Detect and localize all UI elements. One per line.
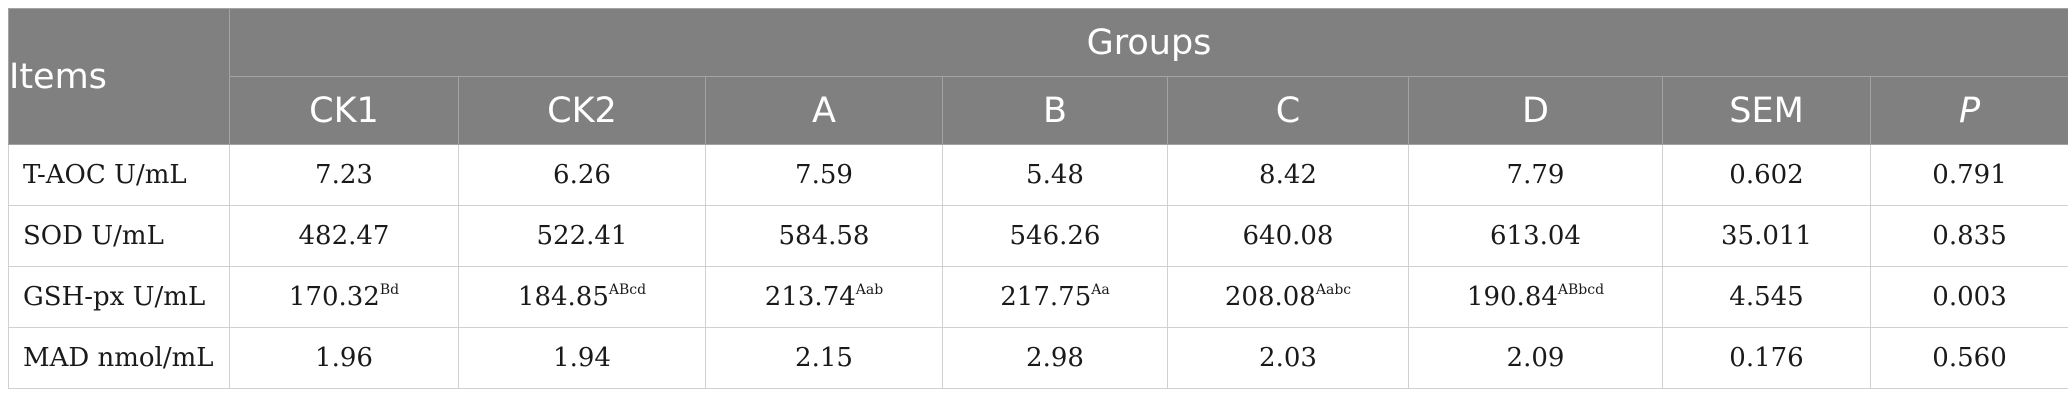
cell-ck2: 184.85ABcd xyxy=(458,266,706,328)
cell-sem: 0.176 xyxy=(1662,327,1871,389)
column-header-a: A xyxy=(705,76,943,145)
cell-value: 2.09 xyxy=(1506,343,1565,373)
significance-letters: Aab xyxy=(855,282,884,298)
cell-ck1: 7.23 xyxy=(229,144,459,206)
cell-d: 2.09 xyxy=(1408,327,1663,389)
significance-letters: Bd xyxy=(379,282,400,298)
cell-value: 184.85 xyxy=(517,282,609,312)
cell-d: 7.79 xyxy=(1408,144,1663,206)
column-header-ck1: CK1 xyxy=(229,76,459,145)
cell-value: 2.98 xyxy=(1026,343,1084,373)
p-value-label: P xyxy=(1958,90,1981,131)
header-row-groups: Items Groups xyxy=(8,8,2068,145)
row-label: MAD nmol/mL xyxy=(8,327,230,389)
cell-value: 0.602 xyxy=(1729,160,1804,190)
significance-letters: ABbcd xyxy=(1557,282,1605,298)
cell-value: 7.23 xyxy=(315,160,373,190)
cell-value: 1.94 xyxy=(553,343,611,373)
cell-p: 0.791 xyxy=(1869,144,2068,206)
cell-sem: 35.011 xyxy=(1662,205,1871,267)
cell-value: 170.32 xyxy=(288,282,380,312)
cell-value: 522.41 xyxy=(536,221,628,251)
significance-letters: Aa xyxy=(1091,282,1110,298)
column-header-c: C xyxy=(1167,76,1409,145)
cell-value: 8.42 xyxy=(1259,160,1317,190)
table-row: MAD nmol/mL 1.96 1.94 2.15 2.98 2.03 2.09 0.176… xyxy=(8,327,2068,389)
cell-d: 613.04 xyxy=(1408,205,1663,267)
cell-b: 5.48 xyxy=(942,144,1168,206)
cell-p: 0.560 xyxy=(1869,327,2068,389)
column-header-b: B xyxy=(942,76,1168,145)
cell-p: 0.835 xyxy=(1869,205,2068,267)
cell-sem: 0.602 xyxy=(1662,144,1871,206)
cell-value: 0.176 xyxy=(1729,343,1804,373)
cell-b: 546.26 xyxy=(942,205,1168,267)
cell-a: 2.15 xyxy=(705,327,943,389)
cell-c: 640.08 xyxy=(1167,205,1409,267)
cell-sem: 4.545 xyxy=(1662,266,1871,328)
cell-ck2: 6.26 xyxy=(458,144,706,206)
cell-a: 213.74Aab xyxy=(705,266,943,328)
cell-value: 613.04 xyxy=(1490,221,1581,251)
column-header-d: D xyxy=(1408,76,1663,145)
cell-ck1: 1.96 xyxy=(229,327,459,389)
cell-value: 217.75 xyxy=(1000,282,1092,312)
cell-c: 8.42 xyxy=(1167,144,1409,206)
cell-value: 584.58 xyxy=(778,221,870,251)
significance-letters: Aabc xyxy=(1315,282,1352,298)
cell-value: 2.03 xyxy=(1259,343,1317,373)
cell-ck1: 482.47 xyxy=(229,205,459,267)
cell-c: 208.08Aabc xyxy=(1167,266,1409,328)
row-label: T-AOC U/mL xyxy=(8,144,230,206)
table-body: T-AOC U/mL 7.23 6.26 7.59 5.48 8.42 7.79 0.602 0… xyxy=(8,144,2068,389)
cell-value: 208.08 xyxy=(1224,282,1316,312)
cell-value: 6.26 xyxy=(553,160,611,190)
significance-letters: ABcd xyxy=(608,282,647,298)
items-header: Items xyxy=(8,8,230,145)
row-label: GSH-px U/mL xyxy=(8,266,230,328)
header-row-columns: CK1 CK2 A B C D SEM P xyxy=(9,76,2068,145)
column-header-sem: SEM xyxy=(1662,76,1871,145)
cell-value: 2.15 xyxy=(795,343,853,373)
cell-ck2: 522.41 xyxy=(458,205,706,267)
table-row: GSH-px U/mL 170.32Bd 184.85ABcd 213.74Aab 21… xyxy=(8,266,2068,328)
cell-value: 5.48 xyxy=(1026,160,1084,190)
table-row: SOD U/mL 482.47 522.41 584.58 546.26 640.08 61… xyxy=(8,205,2068,267)
row-label: SOD U/mL xyxy=(8,205,230,267)
cell-p: 0.003 xyxy=(1869,266,2068,328)
cell-value: 7.59 xyxy=(795,160,853,190)
cell-c: 2.03 xyxy=(1167,327,1409,389)
cell-ck1: 170.32Bd xyxy=(229,266,459,328)
cell-ck2: 1.94 xyxy=(458,327,706,389)
table-row: T-AOC U/mL 7.23 6.26 7.59 5.48 8.42 7.79 0.602 0… xyxy=(8,144,2068,206)
data-table: Items Groups CK1 CK2 A B C D SEM P T-AOC… xyxy=(8,8,2068,389)
cell-value: 7.79 xyxy=(1506,160,1565,190)
cell-a: 7.59 xyxy=(705,144,943,206)
column-header-p: P xyxy=(1869,76,2068,145)
table-container: Items Groups CK1 CK2 A B C D SEM P T-AOC… xyxy=(8,8,2068,389)
cell-b: 2.98 xyxy=(942,327,1168,389)
column-header-ck2: CK2 xyxy=(458,76,706,145)
cell-value: 1.96 xyxy=(315,343,373,373)
cell-d: 190.84ABbcd xyxy=(1408,266,1663,328)
cell-value: 190.84 xyxy=(1466,282,1558,312)
cell-value: 35.011 xyxy=(1721,221,1812,251)
cell-value: 213.74 xyxy=(764,282,856,312)
cell-value: 4.545 xyxy=(1729,282,1804,312)
cell-value: 0.003 xyxy=(1932,282,2007,312)
cell-b: 217.75Aa xyxy=(942,266,1168,328)
groups-header: Groups xyxy=(228,8,2068,77)
cell-value: 0.791 xyxy=(1932,160,2007,190)
cell-value: 0.560 xyxy=(1932,343,2007,373)
cell-value: 640.08 xyxy=(1242,221,1334,251)
cell-value: 0.835 xyxy=(1932,221,2007,251)
cell-value: 546.26 xyxy=(1009,221,1101,251)
cell-a: 584.58 xyxy=(705,205,943,267)
cell-value: 482.47 xyxy=(298,221,390,251)
